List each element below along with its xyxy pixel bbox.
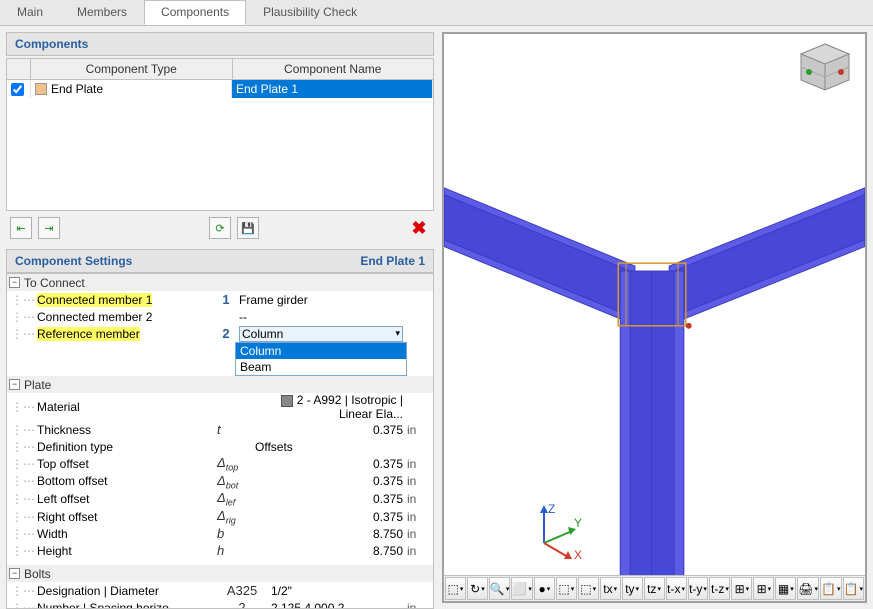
plate-prop-row[interactable]: ⋮⋯Widthb8.750in (7, 525, 433, 542)
plate-prop-row[interactable]: ⋮⋯Bottom offsetΔbot0.375in (7, 473, 433, 491)
indent-right-button[interactable]: ⇥ (38, 217, 60, 239)
viewport-tool-button[interactable]: ⬚▾ (578, 577, 599, 600)
bolt-prop-row[interactable]: ⋮⋯Number | Spacing horizo...22.125 4.000… (7, 599, 433, 609)
viewport-tool-button[interactable]: ⬚▾ (556, 577, 577, 600)
settings-subtitle: End Plate 1 (360, 254, 425, 268)
viewport-tool-button[interactable]: t-z▾ (709, 577, 730, 600)
col-type: Component Type (31, 59, 233, 79)
plate-prop-row[interactable]: ⋮⋯Top offsetΔtop0.375in (7, 455, 433, 473)
reference-member-dropdown[interactable]: Column ▾ (239, 326, 403, 342)
viewport-tool-button[interactable]: 📋▾ (820, 577, 841, 600)
svg-text:Y: Y (574, 516, 582, 530)
plate-prop-row[interactable]: ⋮⋯Heighth8.750in (7, 542, 433, 559)
save-button[interactable]: 💾 (237, 217, 259, 239)
viewport-tool-button[interactable]: ●▾ (534, 577, 555, 600)
tab-main[interactable]: Main (0, 0, 60, 25)
plate-prop-row[interactable]: ⋮⋯Right offsetΔrig0.375in (7, 508, 433, 526)
viewport-tool-button[interactable]: ⊞▾ (753, 577, 774, 600)
tab-components[interactable]: Components (144, 0, 246, 25)
type-swatch-icon (35, 83, 47, 95)
plate-prop-row[interactable]: ⋮⋯Left offsetΔlef0.375in (7, 490, 433, 508)
view-cube[interactable] (797, 42, 853, 92)
plate-prop-row[interactable]: ⋮⋯Definition typeOffsets (7, 438, 433, 455)
main-tabs: Main Members Components Plausibility Che… (0, 0, 873, 26)
viewport-tool-button[interactable]: t-y▾ (688, 577, 709, 600)
component-checkbox[interactable] (11, 83, 24, 96)
component-row[interactable]: End Plate End Plate 1 (7, 80, 433, 98)
svg-text:Z: Z (548, 503, 555, 516)
viewport-toolbar: ⬚▾↻▾🔍▾⬜▾●▾⬚▾⬚▾tx▾ty▾tz▾t-x▾t-y▾t-z▾⊞▾⊞▾▦… (444, 575, 865, 601)
left-panel: Components Component Type Component Name… (0, 26, 440, 609)
dropdown-option-beam[interactable]: Beam (236, 359, 406, 375)
refresh-button[interactable]: ⟳ (209, 217, 231, 239)
row-reference-member[interactable]: ⋮⋯Reference member 2 Column ▾ Column Bea… (7, 325, 433, 342)
delete-button[interactable]: ✖ (408, 217, 430, 239)
col-name: Component Name (233, 59, 434, 79)
row-connected-member-1[interactable]: ⋮⋯Connected member 1 1 Frame girder (7, 291, 433, 308)
viewport-tool-button[interactable]: ↻▾ (467, 577, 488, 600)
viewport-tool-button[interactable]: ⊞▾ (731, 577, 752, 600)
viewport-tool-button[interactable]: t-x▾ (666, 577, 687, 600)
settings-header: Component Settings End Plate 1 (6, 249, 434, 273)
indent-left-button[interactable]: ⇤ (10, 217, 32, 239)
components-header: Components (6, 32, 434, 56)
component-type-label: End Plate (51, 82, 103, 96)
collapse-icon[interactable]: − (9, 379, 20, 390)
property-tree: −To Connect ⋮⋯Connected member 1 1 Frame… (6, 273, 434, 609)
row-connected-member-2[interactable]: ⋮⋯Connected member 2 -- (7, 308, 433, 325)
component-name-label: End Plate 1 (236, 82, 298, 96)
tab-members[interactable]: Members (60, 0, 144, 25)
collapse-icon[interactable]: − (9, 277, 20, 288)
viewport-tool-button[interactable]: 📋▾ (843, 577, 864, 600)
viewport-3d[interactable]: Z Y X ⬚▾↻▾🔍▾⬜▾●▾⬚▾⬚▾tx▾ty▾tz▾t-x▾t-y▾t-z… (442, 32, 867, 603)
model-render (444, 34, 865, 601)
axis-triad: Z Y X (524, 503, 584, 563)
bolt-prop-row[interactable]: ⋮⋯Designation | DiameterA3251/2" (7, 582, 433, 599)
viewport-tool-button[interactable]: ty▾ (622, 577, 643, 600)
cat-plate[interactable]: −Plate (7, 376, 433, 393)
viewport-tool-button[interactable]: ⬜▾ (511, 577, 532, 600)
settings-title: Component Settings (15, 254, 132, 268)
plate-prop-row[interactable]: ⋮⋯Material2 - A992 | Isotropic | Linear … (7, 393, 433, 421)
viewport-tool-button[interactable]: 🖨▾ (797, 577, 819, 600)
plate-prop-row[interactable]: ⋮⋯Thicknesst0.375in (7, 421, 433, 438)
cat-bolts[interactable]: −Bolts (7, 565, 433, 582)
chevron-down-icon: ▾ (395, 328, 400, 339)
viewport-tool-button[interactable]: tx▾ (600, 577, 621, 600)
collapse-icon[interactable]: − (9, 568, 20, 579)
cat-to-connect[interactable]: −To Connect (7, 274, 433, 291)
components-toolbar: ⇤ ⇥ ⟳ 💾 ✖ (0, 211, 440, 245)
dropdown-list: Column Beam (235, 342, 407, 376)
svg-text:X: X (574, 548, 582, 562)
viewport-tool-button[interactable]: ▦▾ (775, 577, 796, 600)
viewport-tool-button[interactable]: ⬚▾ (445, 577, 466, 600)
components-grid: Component Type Component Name End Plate … (6, 58, 434, 211)
viewport-tool-button[interactable]: tz▾ (644, 577, 665, 600)
tab-plausibility[interactable]: Plausibility Check (246, 0, 374, 25)
col-check (7, 59, 31, 79)
dropdown-option-column[interactable]: Column (236, 343, 406, 359)
viewport-tool-button[interactable]: 🔍▾ (489, 577, 510, 600)
